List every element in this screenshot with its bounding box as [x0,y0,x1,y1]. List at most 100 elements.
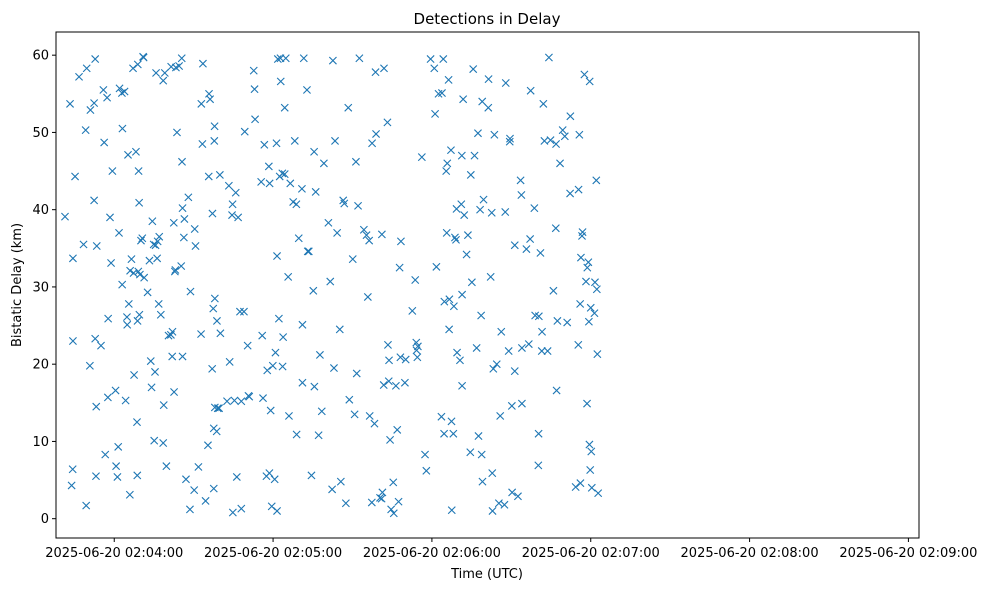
data-point [251,115,260,124]
data-point [170,267,179,276]
data-point [587,447,596,456]
data-point [328,485,337,494]
data-point [237,504,246,513]
data-point [430,64,439,73]
data-point [460,211,469,220]
data-point [86,106,95,115]
data-point [470,151,479,160]
data-point [341,499,350,508]
data-point [440,297,449,306]
data-point [172,128,181,137]
data-point [386,435,395,444]
data-point [133,60,142,69]
data-point [298,320,307,329]
data-point [560,132,569,141]
data-point [408,306,417,315]
data-point [526,235,535,244]
data-point [516,176,525,185]
data-point [426,55,435,64]
data-point [197,99,206,108]
data-point [160,68,169,77]
data-point [501,208,510,216]
data-point [566,112,575,121]
data-point [473,129,482,138]
data-point [355,54,364,63]
data-point [304,247,313,256]
data-point [257,177,266,186]
data-point [443,159,452,168]
data-point [446,146,455,155]
data-point [467,278,476,287]
data-point [112,462,121,471]
data-point [488,469,497,478]
data-point [154,299,163,308]
data-point [494,499,503,508]
data-point [201,496,210,505]
data-point [280,170,289,179]
data-point [445,325,454,334]
data-point [478,97,487,106]
y-tick-label: 10 [32,435,49,450]
data-point [472,343,481,352]
data-point [437,412,446,421]
data-point [234,213,243,222]
data-point [280,103,289,112]
y-tick-label: 60 [32,49,49,64]
data-point [79,240,88,249]
data-point [186,287,195,296]
data-point [477,450,486,459]
data-point [510,367,519,376]
data-point [127,255,136,264]
data-point [274,314,283,323]
data-point [539,99,548,108]
data-point [146,357,155,366]
data-point [249,66,258,75]
data-point [576,253,585,262]
data-point [213,404,222,413]
data-point [328,56,337,65]
data-point [359,225,368,234]
data-point [228,508,237,517]
data-point [466,448,475,457]
data-point [198,140,207,149]
data-point [143,288,152,297]
data-point [549,286,558,295]
data-point [197,330,206,339]
data-point [488,506,497,515]
data-point [389,478,398,487]
data-point [586,303,595,312]
data-point [501,78,510,87]
data-point [393,425,402,434]
data-point [133,418,141,427]
data-point [178,157,186,166]
data-point [126,266,135,275]
data-point [380,64,388,73]
data-point [120,87,129,96]
data-point [292,200,301,209]
data-point [350,410,359,419]
data-point [136,236,145,245]
data-point [314,431,323,440]
data-point [497,327,506,336]
data-point [580,70,589,79]
data-point [363,292,372,301]
data-point [129,64,138,73]
data-point [145,256,154,265]
data-point [159,401,168,410]
data-point [67,481,76,490]
data-point [439,55,448,64]
data-point [223,397,232,406]
data-point [124,299,133,308]
data-point [437,89,446,98]
data-point [351,157,360,166]
data-point [558,126,567,135]
data-point [517,191,526,199]
data-point [365,411,374,420]
data-point [210,294,219,303]
data-point [413,342,422,351]
data-point [440,429,449,438]
data-point [463,231,472,240]
data-point [377,230,386,239]
data-point [378,488,387,497]
data-point [178,352,187,361]
